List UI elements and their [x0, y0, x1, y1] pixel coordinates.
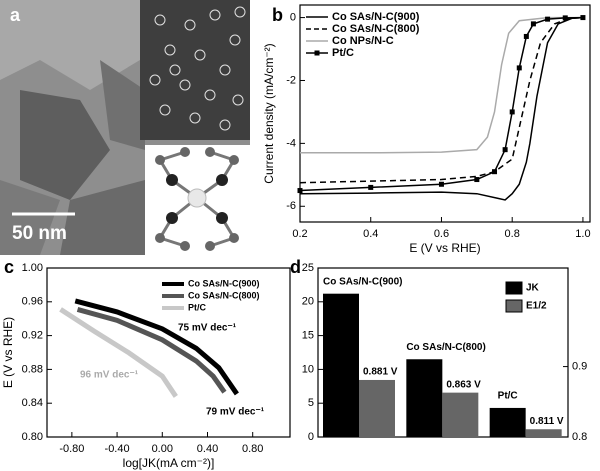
marker: [523, 33, 529, 39]
bar: [489, 407, 526, 437]
category-label: Co SAs/N-C(800): [406, 342, 485, 353]
x-tick-label: 0.2: [292, 228, 307, 240]
bar: [359, 379, 395, 437]
marker: [438, 181, 444, 187]
series-line: [300, 16, 583, 154]
y-tick-label: 0.9: [572, 360, 587, 372]
x-tick-label: -0.40: [105, 443, 130, 455]
annotation: 96 mV dec⁻¹: [80, 370, 139, 381]
marker: [474, 177, 480, 183]
value-label: 0.811 V: [530, 416, 564, 427]
x-tick-label: 0.00: [152, 443, 173, 455]
y-tick-label: 10: [302, 363, 314, 375]
marker: [516, 65, 522, 71]
legend-label: Co SAs/N-C(900): [188, 278, 260, 288]
legend-swatch: [505, 281, 523, 295]
y-tick-label: 0: [290, 11, 296, 23]
bar: [525, 429, 562, 437]
y-tick-label: 0: [308, 431, 314, 443]
y-tick-label: 0.92: [22, 330, 43, 342]
marker: [368, 184, 374, 190]
legend-swatch: [505, 299, 523, 313]
annotation: 75 mV dec⁻¹: [178, 323, 237, 334]
y-tick-label: 0.84: [22, 397, 43, 409]
panel-label: a: [10, 5, 21, 25]
scale-bar-label: 50 nm: [12, 223, 67, 244]
x-tick-label: 1.0: [575, 228, 590, 240]
x-axis-title: E (V vs RHE): [409, 241, 480, 255]
marker: [545, 16, 551, 22]
bar: [406, 359, 443, 437]
marker: [297, 188, 303, 194]
y-axis-title: Current density (mA/cm⁻²): [262, 43, 276, 183]
legend-label: Co NPs/N-C: [332, 35, 394, 47]
marker: [502, 147, 508, 153]
series-line: [74, 298, 239, 396]
x-tick-label: 0.4: [363, 228, 378, 240]
y-tick-label: 25: [302, 262, 314, 274]
y-tick-label: -6: [286, 200, 296, 212]
category-label: Co SAs/N-C(900): [323, 276, 402, 287]
marker: [509, 109, 515, 115]
panel-label: d: [290, 257, 301, 277]
value-label: 0.863 V: [446, 379, 481, 390]
annotation: 79 mV dec⁻¹: [206, 407, 265, 418]
marker: [530, 21, 536, 27]
tem-image: a 50 nm: [0, 0, 250, 255]
y-tick-label: -2: [286, 74, 296, 86]
marker: [580, 15, 586, 21]
y-tick-label: 0.96: [22, 296, 43, 308]
legend-label: Co SAs/N-C(900): [332, 11, 420, 23]
legend-label: Pt/C: [332, 47, 354, 59]
legend-label: Co SAs/N-C(800): [188, 290, 260, 300]
series-line: [76, 306, 227, 394]
x-tick-label: 0.80: [242, 443, 263, 455]
panel-label: b: [272, 5, 283, 25]
x-tick-label: 0.40: [197, 443, 218, 455]
panel-label: c: [4, 257, 14, 277]
series-line: [299, 16, 583, 201]
legend-label: E1/2: [526, 301, 547, 312]
legend-marker: [314, 50, 320, 56]
bar: [442, 392, 479, 437]
y-tick-label: -4: [286, 137, 296, 149]
bar: [323, 293, 359, 437]
marker: [492, 169, 498, 175]
marker: [562, 15, 568, 21]
y-tick-label: 0.80: [22, 431, 43, 443]
y-tick-label: 20: [302, 296, 314, 308]
x-axis-title: log[JK(mA cm⁻²)]: [123, 456, 215, 470]
x-tick-label: 0.8: [505, 228, 520, 240]
legend-label: Co SAs/N-C(800): [332, 23, 420, 35]
y-tick-label: 0.88: [22, 363, 43, 375]
plot-frame: [299, 4, 591, 223]
legend-label: Pt/C: [188, 302, 207, 312]
value-label: 0.881 V: [363, 367, 398, 378]
y-tick-label: 15: [302, 330, 314, 342]
x-tick-label: 0.6: [434, 228, 449, 240]
y-tick-label: 5: [308, 397, 314, 409]
x-tick-label: -0.80: [59, 443, 84, 455]
series-line: [299, 16, 583, 184]
y-tick-label: 1.00: [22, 262, 43, 274]
y-axis-title: E (V vs RHE): [1, 317, 15, 388]
series-line: [59, 307, 178, 398]
y-tick-label: 0.8: [572, 431, 587, 443]
plot-frame: [46, 267, 291, 438]
category-label: Pt/C: [498, 391, 518, 402]
legend-label: JK: [526, 283, 540, 294]
